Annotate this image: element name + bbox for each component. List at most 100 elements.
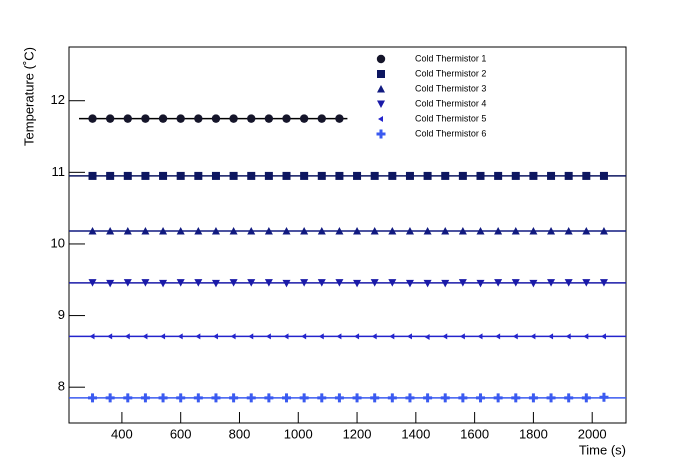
data-point	[123, 171, 132, 180]
data-point	[370, 227, 379, 235]
data-point	[264, 227, 273, 235]
data-point	[301, 333, 307, 340]
legend-marker	[377, 100, 385, 108]
y-tick-label: 12	[51, 92, 65, 107]
data-point	[424, 334, 430, 341]
x-tick-label: 400	[111, 426, 133, 441]
data-point	[564, 279, 573, 287]
data-point	[547, 171, 556, 180]
data-point	[599, 279, 608, 287]
data-point	[511, 171, 520, 180]
y-tick-label: 10	[51, 235, 65, 250]
data-point	[282, 171, 291, 180]
data-point	[370, 393, 380, 403]
data-point	[423, 279, 432, 288]
data-point	[194, 279, 203, 287]
data-point	[599, 392, 609, 402]
data-point	[405, 227, 414, 235]
legend-label: Cold Thermistor 4	[415, 98, 486, 108]
data-point	[105, 114, 115, 123]
data-point	[123, 114, 132, 123]
data-point	[106, 279, 115, 288]
data-point	[370, 279, 379, 287]
data-point	[476, 279, 485, 288]
data-point	[211, 171, 220, 180]
data-point	[423, 393, 433, 403]
data-point	[511, 393, 521, 403]
x-tick-label: 1600	[460, 426, 489, 441]
data-point	[229, 114, 238, 123]
data-point	[211, 393, 221, 403]
data-point	[511, 227, 520, 235]
data-point	[264, 171, 273, 180]
legend-label: Cold Thermistor 3	[415, 83, 486, 93]
x-axis-label: Time (s)	[579, 442, 626, 457]
data-point	[247, 114, 256, 123]
data-point	[458, 393, 468, 403]
data-point	[458, 171, 467, 180]
data-point	[317, 393, 327, 403]
data-point	[88, 114, 97, 123]
data-point	[107, 333, 113, 340]
data-point	[282, 114, 291, 123]
data-point	[229, 227, 238, 235]
x-tick-label: 1400	[401, 426, 430, 441]
data-point	[265, 333, 271, 340]
x-tick-label: 2000	[578, 426, 607, 441]
legend-label: Cold Thermistor 5	[415, 113, 486, 123]
data-point	[388, 279, 397, 287]
data-point	[123, 227, 132, 235]
data-point	[264, 279, 273, 287]
data-point	[106, 171, 115, 180]
legend-label: Cold Thermistor 2	[415, 68, 486, 78]
data-point	[176, 393, 186, 403]
data-point	[458, 279, 467, 287]
data-point	[406, 333, 412, 340]
data-point	[264, 114, 274, 123]
x-tick-label: 800	[229, 426, 251, 441]
data-point	[335, 279, 344, 287]
data-point	[141, 227, 150, 235]
y-tick-label: 8	[58, 379, 65, 394]
data-point	[194, 171, 203, 180]
data-point	[388, 171, 397, 180]
data-point	[211, 227, 220, 235]
data-point	[195, 333, 201, 340]
data-point	[511, 279, 520, 287]
data-point	[123, 393, 133, 403]
data-point	[352, 393, 362, 403]
data-point	[194, 114, 203, 123]
data-point	[194, 227, 203, 235]
data-point	[477, 333, 483, 340]
data-point	[176, 114, 185, 123]
data-point	[530, 333, 536, 340]
data-point	[529, 279, 538, 288]
data-point	[88, 227, 97, 235]
data-point	[300, 227, 309, 235]
y-tick-label: 9	[58, 307, 65, 322]
data-point	[159, 279, 168, 288]
data-point	[105, 393, 115, 403]
data-point	[459, 333, 465, 340]
data-point	[246, 393, 256, 403]
data-point	[229, 279, 238, 287]
data-point	[458, 227, 467, 235]
x-tick-label: 600	[170, 426, 192, 441]
data-point	[142, 333, 148, 340]
data-point	[546, 393, 556, 403]
data-point	[282, 393, 292, 403]
data-point	[600, 333, 606, 340]
data-point	[441, 279, 450, 288]
data-point	[441, 227, 450, 235]
data-point	[193, 393, 203, 403]
data-point	[124, 333, 130, 340]
data-point	[335, 171, 344, 180]
data-point	[230, 333, 236, 340]
x-tick-label: 1800	[519, 426, 548, 441]
data-point	[565, 333, 571, 340]
data-point	[159, 171, 168, 180]
data-point	[423, 171, 432, 180]
data-point	[583, 333, 589, 340]
data-point	[582, 171, 591, 180]
data-point	[371, 333, 377, 340]
